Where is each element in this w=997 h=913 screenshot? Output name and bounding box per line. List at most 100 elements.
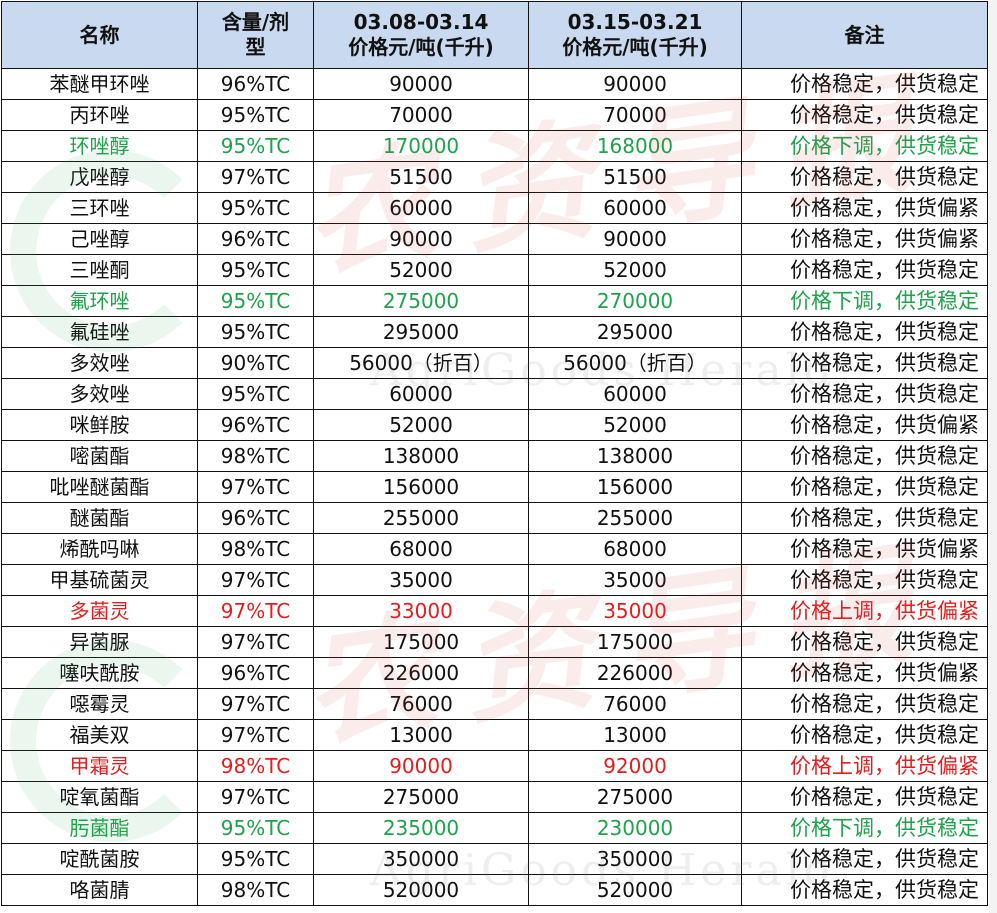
cell-price-week2[interactable]: 52000 [528, 254, 742, 286]
cell-name[interactable]: 咯菌腈 [1, 874, 198, 906]
cell-spec[interactable]: 97%TC [197, 626, 314, 658]
cell-price-week1[interactable]: 138000 [313, 440, 529, 472]
cell-price-week1[interactable]: 90000 [313, 223, 529, 255]
cell-spec[interactable]: 97%TC [197, 688, 314, 720]
cell-spec[interactable]: 96%TC [197, 502, 314, 534]
cell-name[interactable]: 三唑酮 [1, 254, 198, 286]
cell-price-week1[interactable]: 52000 [313, 409, 529, 441]
cell-note[interactable]: 价格稳定，供货稳定 [741, 843, 988, 875]
cell-note[interactable]: 价格稳定，供货稳定 [741, 688, 988, 720]
cell-price-week1[interactable]: 51500 [313, 161, 529, 193]
cell-price-week1[interactable]: 60000 [313, 378, 529, 410]
cell-price-week1[interactable]: 70000 [313, 99, 529, 131]
cell-price-week1[interactable]: 13000 [313, 719, 529, 751]
cell-name[interactable]: 啶酰菌胺 [1, 843, 198, 875]
cell-name[interactable]: 多效唑 [1, 347, 198, 379]
cell-spec[interactable]: 98%TC [197, 440, 314, 472]
cell-price-week1[interactable]: 255000 [313, 502, 529, 534]
cell-price-week2[interactable]: 76000 [528, 688, 742, 720]
cell-spec[interactable]: 95%TC [197, 254, 314, 286]
header-week1[interactable]: 03.08-03.14 价格元/吨(千升) [313, 1, 529, 69]
cell-price-week1[interactable]: 68000 [313, 533, 529, 565]
cell-price-week2[interactable]: 175000 [528, 626, 742, 658]
cell-note[interactable]: 价格稳定，供货稳定 [741, 316, 988, 348]
cell-name[interactable]: 嘧菌酯 [1, 440, 198, 472]
cell-price-week1[interactable]: 170000 [313, 130, 529, 162]
cell-name[interactable]: 吡唑醚菌酯 [1, 471, 198, 503]
cell-name[interactable]: 肟菌酯 [1, 812, 198, 844]
cell-note[interactable]: 价格稳定，供货稳定 [741, 378, 988, 410]
cell-price-week1[interactable]: 76000 [313, 688, 529, 720]
cell-spec[interactable]: 98%TC [197, 533, 314, 565]
cell-spec[interactable]: 97%TC [197, 564, 314, 596]
cell-note[interactable]: 价格稳定，供货稳定 [741, 471, 988, 503]
cell-spec[interactable]: 97%TC [197, 781, 314, 813]
cell-name[interactable]: 甲霜灵 [1, 750, 198, 782]
cell-spec[interactable]: 95%TC [197, 99, 314, 131]
cell-name[interactable]: 苯醚甲环唑 [1, 68, 198, 100]
cell-spec[interactable]: 90%TC [197, 347, 314, 379]
cell-spec[interactable]: 95%TC [197, 285, 314, 317]
cell-name[interactable]: 噻呋酰胺 [1, 657, 198, 689]
cell-price-week1[interactable]: 226000 [313, 657, 529, 689]
cell-name[interactable]: 氟硅唑 [1, 316, 198, 348]
cell-price-week2[interactable]: 226000 [528, 657, 742, 689]
cell-spec[interactable]: 95%TC [197, 316, 314, 348]
cell-note[interactable]: 价格下调，供货稳定 [741, 130, 988, 162]
cell-note[interactable]: 价格稳定，供货稳定 [741, 626, 988, 658]
cell-price-week2[interactable]: 51500 [528, 161, 742, 193]
cell-price-week1[interactable]: 175000 [313, 626, 529, 658]
cell-price-week2[interactable]: 35000 [528, 595, 742, 627]
cell-spec[interactable]: 97%TC [197, 719, 314, 751]
cell-price-week2[interactable]: 295000 [528, 316, 742, 348]
cell-name[interactable]: 甲基硫菌灵 [1, 564, 198, 596]
cell-price-week2[interactable]: 13000 [528, 719, 742, 751]
cell-spec[interactable]: 97%TC [197, 471, 314, 503]
cell-spec[interactable]: 96%TC [197, 223, 314, 255]
cell-price-week1[interactable]: 235000 [313, 812, 529, 844]
cell-spec[interactable]: 95%TC [197, 192, 314, 224]
cell-spec[interactable]: 96%TC [197, 657, 314, 689]
cell-price-week1[interactable]: 350000 [313, 843, 529, 875]
cell-name[interactable]: 环唑醇 [1, 130, 198, 162]
cell-note[interactable]: 价格稳定，供货偏紧 [741, 223, 988, 255]
cell-note[interactable]: 价格稳定，供货稳定 [741, 564, 988, 596]
cell-price-week2[interactable]: 156000 [528, 471, 742, 503]
cell-price-week2[interactable]: 350000 [528, 843, 742, 875]
cell-price-week2[interactable]: 60000 [528, 192, 742, 224]
cell-name[interactable]: 烯酰吗啉 [1, 533, 198, 565]
cell-name[interactable]: 噁霉灵 [1, 688, 198, 720]
cell-price-week2[interactable]: 255000 [528, 502, 742, 534]
header-spec[interactable]: 含量/剂 型 [197, 1, 314, 69]
cell-spec[interactable]: 95%TC [197, 130, 314, 162]
cell-note[interactable]: 价格稳定，供货稳定 [741, 347, 988, 379]
cell-name[interactable]: 异菌脲 [1, 626, 198, 658]
cell-price-week2[interactable]: 275000 [528, 781, 742, 813]
cell-price-week2[interactable]: 70000 [528, 99, 742, 131]
cell-note[interactable]: 价格上调，供货偏紧 [741, 595, 988, 627]
cell-note[interactable]: 价格稳定，供货稳定 [741, 502, 988, 534]
cell-note[interactable]: 价格下调，供货稳定 [741, 285, 988, 317]
cell-spec[interactable]: 98%TC [197, 750, 314, 782]
cell-price-week1[interactable]: 35000 [313, 564, 529, 596]
cell-spec[interactable]: 95%TC [197, 378, 314, 410]
cell-spec[interactable]: 98%TC [197, 874, 314, 906]
cell-spec[interactable]: 95%TC [197, 812, 314, 844]
header-week2[interactable]: 03.15-03.21 价格元/吨(千升) [528, 1, 742, 69]
cell-name[interactable]: 醚菌酯 [1, 502, 198, 534]
cell-price-week2[interactable]: 92000 [528, 750, 742, 782]
cell-name[interactable]: 己唑醇 [1, 223, 198, 255]
cell-price-week1[interactable]: 275000 [313, 781, 529, 813]
cell-note[interactable]: 价格稳定，供货偏紧 [741, 409, 988, 441]
cell-price-week1[interactable]: 56000（折百） [313, 347, 529, 379]
cell-price-week2[interactable]: 138000 [528, 440, 742, 472]
cell-price-week2[interactable]: 168000 [528, 130, 742, 162]
cell-note[interactable]: 价格稳定，供货偏紧 [741, 192, 988, 224]
cell-spec[interactable]: 97%TC [197, 161, 314, 193]
cell-name[interactable]: 啶氧菌酯 [1, 781, 198, 813]
cell-note[interactable]: 价格稳定，供货稳定 [741, 440, 988, 472]
cell-note[interactable]: 价格稳定，供货偏紧 [741, 533, 988, 565]
cell-note[interactable]: 价格稳定，供货偏紧 [741, 657, 988, 689]
cell-name[interactable]: 戊唑醇 [1, 161, 198, 193]
cell-price-week1[interactable]: 90000 [313, 68, 529, 100]
